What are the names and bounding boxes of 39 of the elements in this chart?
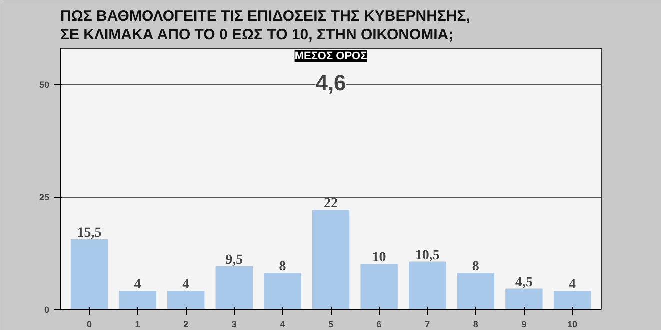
bar [167, 291, 205, 310]
x-tick-label: 4 [280, 320, 286, 330]
bar [554, 291, 592, 310]
data-label: 10 [372, 250, 386, 266]
x-tick-label: 8 [473, 320, 478, 330]
x-tick-label: 2 [184, 320, 189, 330]
y-tick-label: 0 [44, 305, 50, 315]
bar [360, 264, 398, 310]
bar [119, 291, 156, 310]
bar [457, 273, 495, 310]
data-label: 4 [134, 278, 142, 292]
bar [408, 262, 446, 310]
data-label: 4,5 [515, 275, 533, 290]
data-label: 8 [279, 260, 286, 274]
x-tick-label: 7 [425, 320, 430, 330]
bar [506, 288, 543, 310]
x-tick-label: 5 [328, 320, 334, 330]
annotation: ΜΕΣΟΣ ΟΡΟΣ [294, 50, 368, 62]
x-tick-label: 10 [568, 320, 578, 330]
chart-title: ΠΩΣ ΒΑΘΜΟΛΟΓΕΙΤΕ ΤΙΣ ΕΠΙΔΟΣΕΙΣ ΤΗΣ ΚΥΒΕΡΝΗΣΗΣ, ΣΕ ΚΛΙΜΑΚΑ ΑΠΟ ΤΟ 0 ΕΩΣ ΤΟ 10, ΣΤΗΝ ΟΙΚΟΝΟΜΙΑ; [60, 8, 470, 44]
data-label: 15,5 [77, 226, 102, 241]
x-tick-label: 1 [135, 320, 140, 330]
bar [216, 266, 254, 310]
data-label: 8 [472, 260, 480, 274]
data-label: 4 [182, 278, 190, 292]
x-tick-label: 3 [232, 320, 237, 330]
bar [70, 239, 108, 310]
y-tick-label: 50 [39, 80, 50, 90]
data-label: 4 [569, 278, 576, 292]
data-label: 22 [324, 196, 338, 212]
x-tick-label: 0 [86, 320, 92, 330]
bar [312, 210, 350, 310]
data-label: 10,5 [415, 248, 440, 264]
bar [264, 273, 302, 310]
x-tick-label: 6 [376, 320, 382, 330]
y-tick-label: 25 [39, 192, 50, 202]
data-label: 9,5 [226, 252, 244, 268]
x-tick-label: 9 [522, 320, 527, 330]
annotation: 4,6 [316, 70, 346, 96]
